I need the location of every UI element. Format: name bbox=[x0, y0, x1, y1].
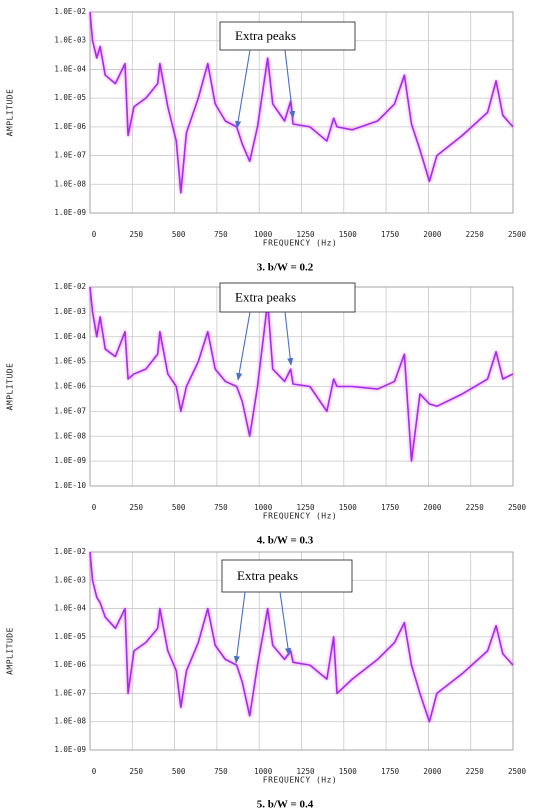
panel: 1.0E-09 1.0E-08 1.0E-07 1.0E-06 1.0E-05 1.0E-… bbox=[6, 547, 527, 811]
panel-caption: 5. b/W = 0.4 bbox=[257, 799, 314, 811]
x-tick-label: 750 bbox=[214, 230, 228, 239]
x-tick-label: 2250 bbox=[466, 503, 485, 512]
x-tick-label: 750 bbox=[214, 503, 228, 512]
annotation-text: Extra peaks bbox=[237, 568, 298, 583]
y-tick-label: 1.0E-10 bbox=[54, 481, 86, 490]
y-tick-label: 1.0E-07 bbox=[54, 151, 86, 160]
y-tick-label: 1.0E-02 bbox=[54, 282, 86, 291]
x-axis-label: FREQUENCY (Hz) bbox=[263, 512, 337, 521]
y-tick-label: 1.0E-06 bbox=[54, 660, 86, 669]
panel-caption: 4. b/W = 0.3 bbox=[257, 535, 314, 547]
x-tick-label: 2000 bbox=[423, 767, 442, 776]
x-tick-label: 1750 bbox=[381, 767, 400, 776]
y-axis-label: AMPLITUDE bbox=[6, 627, 15, 675]
panel-caption: 3. b/W = 0.2 bbox=[257, 262, 314, 274]
y-tick-label: 1.0E-09 bbox=[54, 456, 86, 465]
y-tick-label: 1.0E-02 bbox=[54, 547, 86, 556]
x-tick-label: 1500 bbox=[339, 503, 358, 512]
annotation-box bbox=[221, 559, 353, 593]
x-tick-label: 1500 bbox=[339, 767, 358, 776]
x-tick-label: 750 bbox=[214, 767, 228, 776]
x-tick-label: 1000 bbox=[254, 230, 273, 239]
y-tick-label: 1.0E-07 bbox=[54, 688, 86, 697]
panel: 1.0E-10 1.0E-09 1.0E-08 1.0E-07 1.0E-06 1.0E-… bbox=[6, 282, 527, 547]
y-tick-label: 1.0E-05 bbox=[54, 93, 86, 102]
y-tick-label: 1.0E-08 bbox=[54, 717, 86, 726]
x-tick-label: 1250 bbox=[296, 230, 315, 239]
x-tick-label: 0 bbox=[92, 230, 97, 239]
x-tick-label: 1750 bbox=[381, 503, 400, 512]
y-tick-label: 1.0E-04 bbox=[54, 64, 86, 73]
x-axis-label: FREQUENCY (Hz) bbox=[263, 776, 337, 785]
y-tick-label: 1.0E-06 bbox=[54, 382, 86, 391]
y-tick-label: 1.0E-08 bbox=[54, 431, 86, 440]
x-tick-label: 1000 bbox=[254, 503, 273, 512]
x-tick-label: 0 bbox=[92, 503, 97, 512]
annotation-box bbox=[219, 282, 356, 313]
annotation-text: Extra peaks bbox=[235, 289, 296, 304]
data-line bbox=[89, 11, 514, 194]
x-tick-label: 1000 bbox=[254, 767, 273, 776]
y-tick-label: 1.0E-05 bbox=[54, 632, 86, 641]
y-tick-label: 1.0E-05 bbox=[54, 357, 86, 366]
y-tick-label: 1.0E-04 bbox=[54, 332, 86, 341]
panel: 1.0E-09 1.0E-08 1.0E-07 1.0E-06 1.0E-05 1.0E-… bbox=[6, 7, 527, 274]
x-tick-label: 2250 bbox=[466, 230, 485, 239]
y-tick-label: 1.0E-07 bbox=[54, 406, 86, 415]
x-tick-label: 2000 bbox=[423, 230, 442, 239]
x-tick-label: 2500 bbox=[508, 767, 527, 776]
y-tick-label: 1.0E-02 bbox=[54, 7, 86, 16]
annotation-arrow bbox=[279, 591, 292, 656]
annotation-arrow bbox=[284, 49, 296, 119]
data-line bbox=[89, 286, 514, 462]
x-tick-label: 1750 bbox=[381, 230, 400, 239]
y-tick-label: 1.0E-04 bbox=[54, 604, 86, 613]
annotation-arrow bbox=[236, 311, 251, 381]
y-tick-label: 1.0E-08 bbox=[54, 179, 86, 188]
y-axis-label: AMPLITUDE bbox=[6, 363, 15, 411]
y-tick-label: 1.0E-06 bbox=[54, 122, 86, 131]
x-axis-label: FREQUENCY (Hz) bbox=[263, 239, 337, 248]
x-tick-label: 250 bbox=[130, 503, 144, 512]
plot-frame bbox=[89, 11, 514, 214]
x-tick-label: 1250 bbox=[296, 767, 315, 776]
x-tick-label: 500 bbox=[172, 767, 186, 776]
annotation-text: Extra peaks bbox=[235, 28, 296, 43]
annotation-box bbox=[219, 21, 356, 51]
annotation-arrow bbox=[235, 49, 251, 129]
y-axis-label: AMPLITUDE bbox=[6, 89, 15, 137]
y-tick-label: 1.0E-03 bbox=[54, 575, 86, 584]
x-tick-label: 2500 bbox=[508, 230, 527, 239]
x-tick-label: 1250 bbox=[296, 503, 315, 512]
y-tick-label: 1.0E-03 bbox=[54, 36, 86, 45]
y-tick-label: 1.0E-09 bbox=[54, 745, 86, 754]
x-tick-label: 250 bbox=[130, 230, 144, 239]
x-tick-label: 2000 bbox=[423, 503, 442, 512]
y-tick-label: 1.0E-09 bbox=[54, 208, 86, 217]
annotation-arrow bbox=[233, 591, 246, 664]
x-tick-label: 2250 bbox=[466, 767, 485, 776]
x-tick-label: 0 bbox=[92, 767, 97, 776]
plot-frame bbox=[89, 551, 514, 751]
x-tick-label: 250 bbox=[130, 767, 144, 776]
x-tick-label: 500 bbox=[172, 230, 186, 239]
x-tick-label: 2500 bbox=[508, 503, 527, 512]
y-tick-label: 1.0E-03 bbox=[54, 307, 86, 316]
annotation-arrow bbox=[284, 311, 294, 366]
x-tick-label: 1500 bbox=[339, 230, 358, 239]
x-tick-label: 500 bbox=[172, 503, 186, 512]
data-line bbox=[89, 551, 514, 723]
